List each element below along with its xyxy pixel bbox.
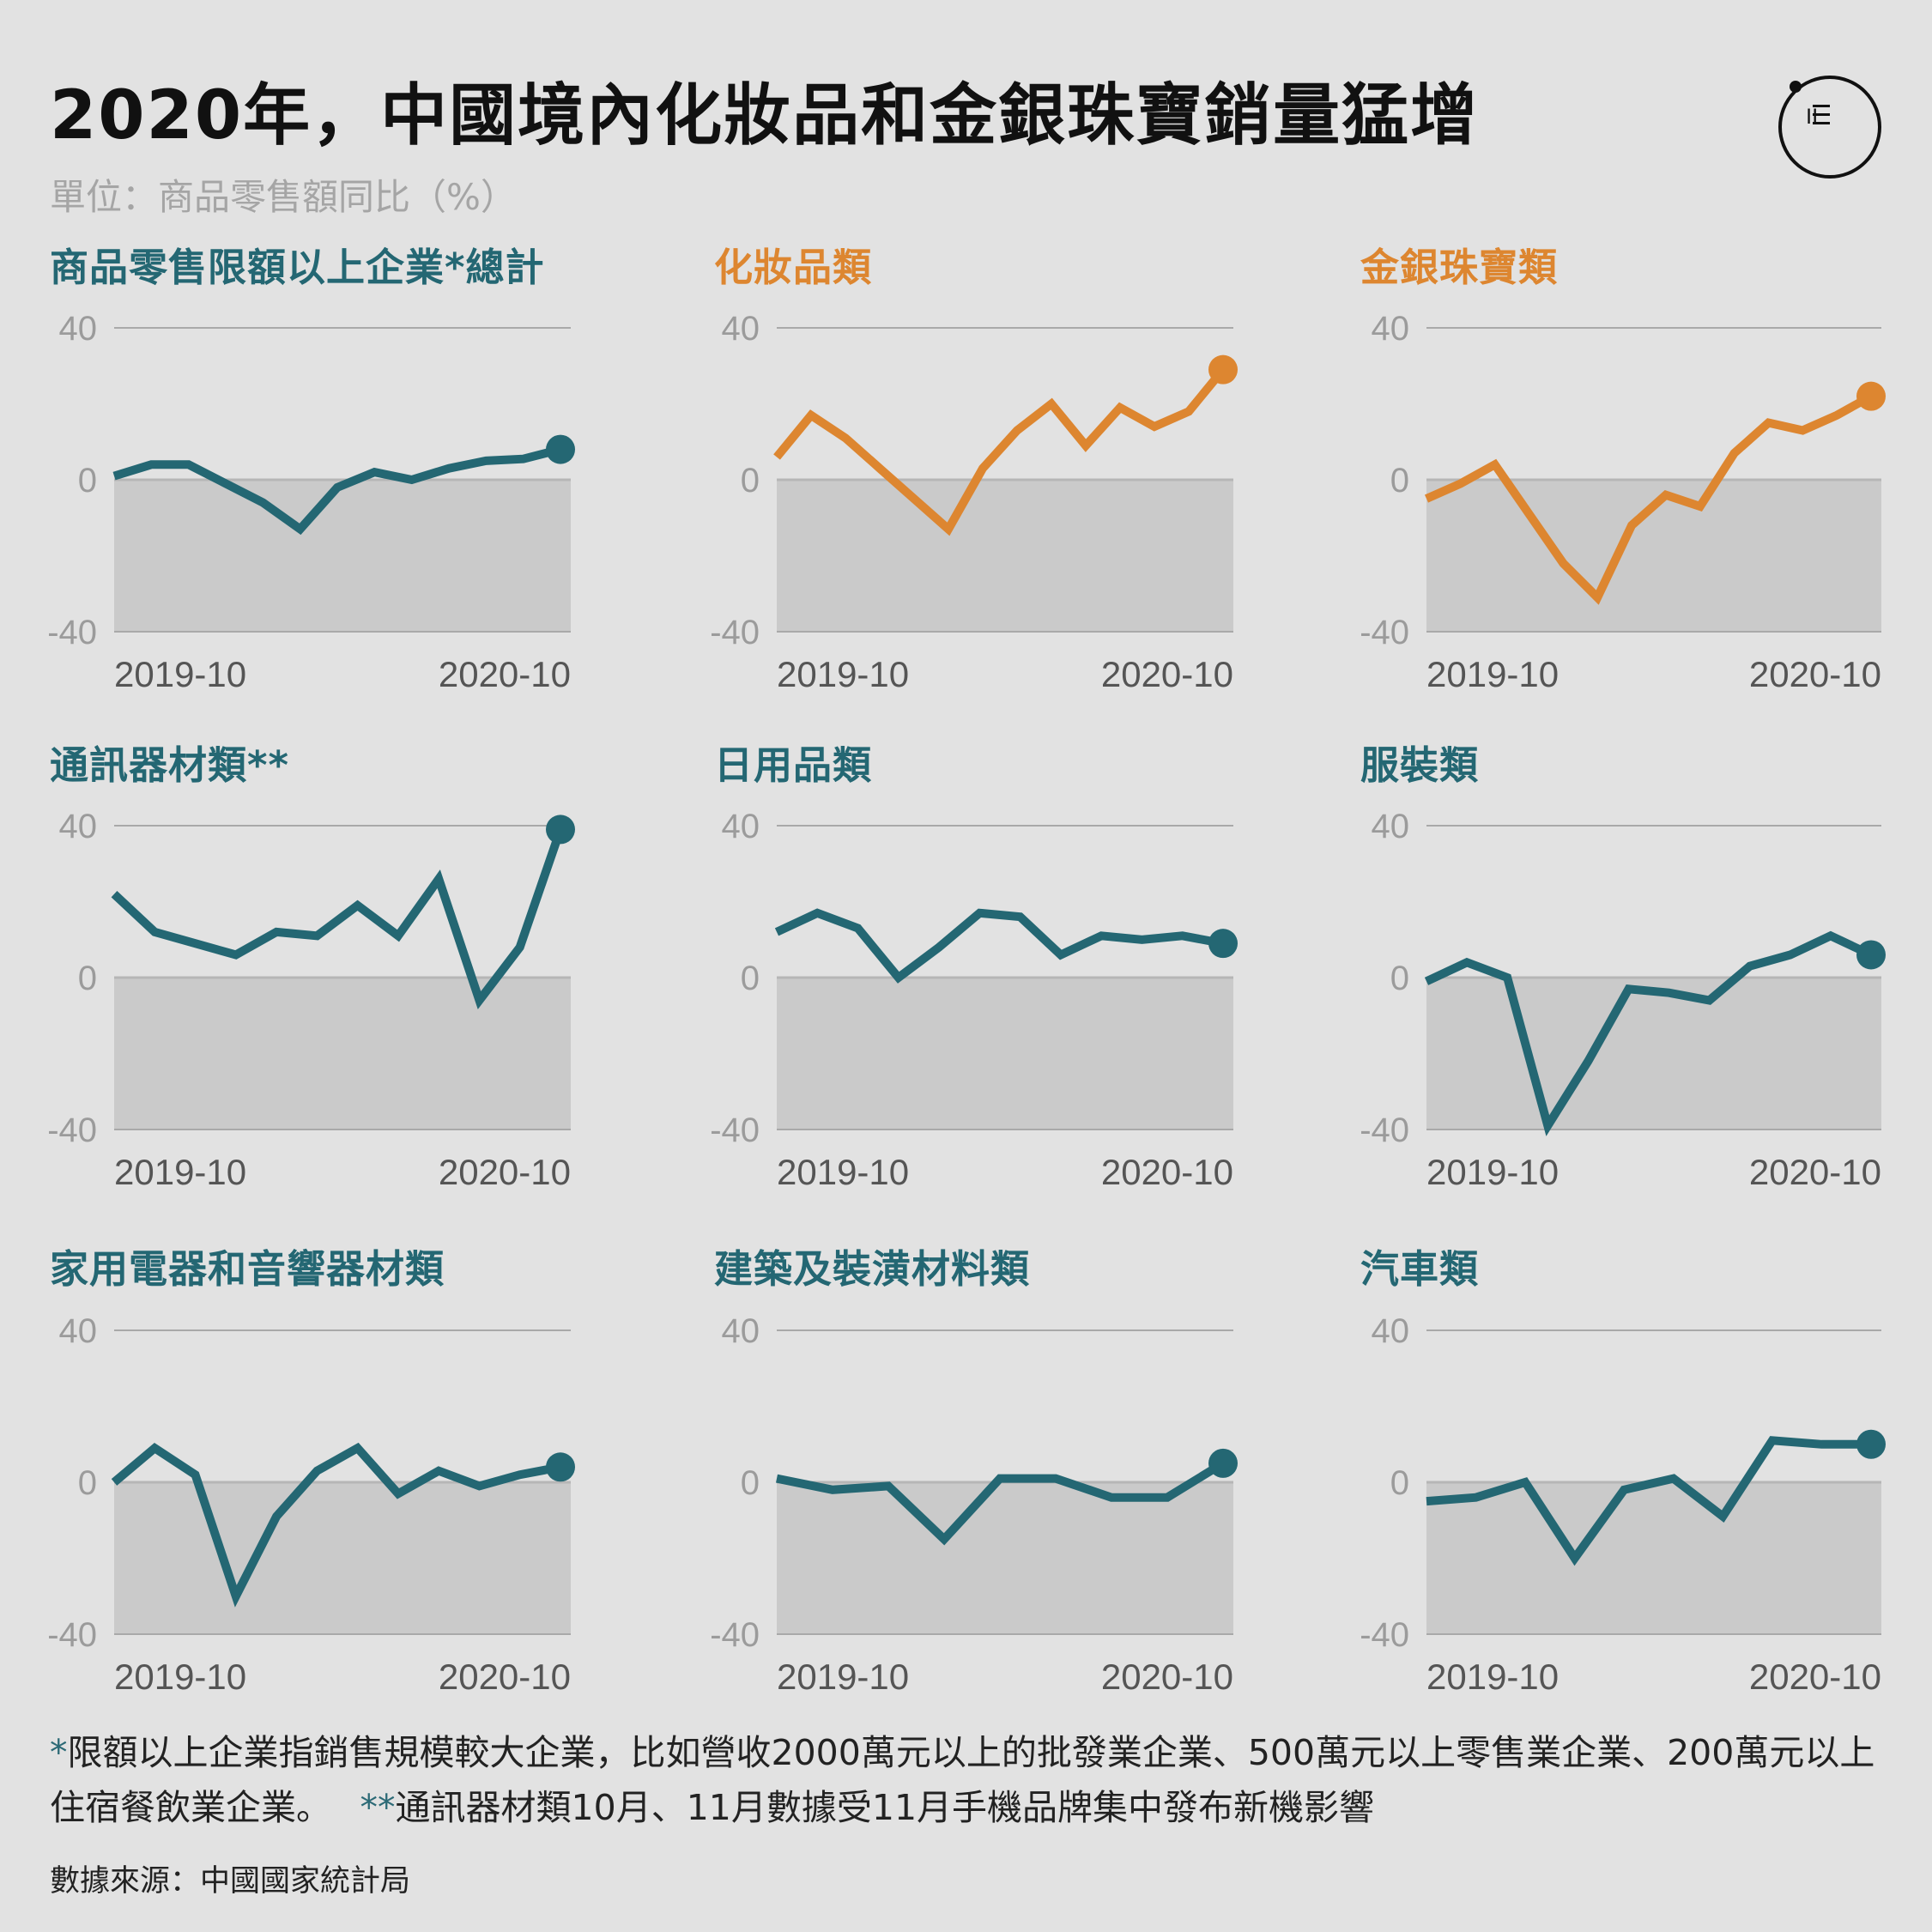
data-source: 數據來源：中國國家統計局 bbox=[50, 1864, 411, 1899]
y-tick-label: -40 bbox=[710, 1616, 760, 1654]
y-tick-label: 0 bbox=[741, 462, 760, 500]
x-tick-label: 2020-10 bbox=[439, 654, 571, 694]
y-tick-label: 40 bbox=[1372, 808, 1410, 845]
y-tick-label: -40 bbox=[1360, 614, 1409, 651]
end-point-marker bbox=[1208, 1448, 1238, 1478]
footnote: *限額以上企業指銷售規模較大企業，比如營收2000萬元以上的批發業企業、500萬… bbox=[50, 1725, 1904, 1835]
footnote-star: * bbox=[50, 1732, 68, 1773]
negative-area bbox=[1426, 978, 1881, 1130]
page-title: 2020年，中國境內化妝品和金銀珠寶銷量猛增 bbox=[50, 77, 1480, 154]
panel-title-building-materials: 建築及裝潢材料類 bbox=[714, 1246, 1031, 1292]
negative-area bbox=[114, 978, 571, 1130]
series-line bbox=[773, 366, 1226, 536]
small-multiples-chart: 40 0 -40 2019-10 2020-10 40 0 -40 2019-10 2020-10… bbox=[47, 310, 1886, 1697]
y-tick-label: 40 bbox=[1372, 310, 1410, 348]
end-point-marker bbox=[546, 1452, 575, 1482]
series-line bbox=[111, 827, 565, 1010]
y-tick-label: 0 bbox=[741, 960, 760, 997]
x-tick-label: 2019-10 bbox=[777, 654, 909, 694]
unit-subtitle: 單位：商品零售額同比（%） bbox=[50, 176, 517, 218]
y-tick-label: 0 bbox=[78, 462, 97, 500]
series-line bbox=[1424, 392, 1874, 605]
x-tick-label: 2020-10 bbox=[1101, 654, 1233, 694]
x-tick-label: 2020-10 bbox=[1101, 1656, 1233, 1697]
y-tick-label: -40 bbox=[710, 1111, 760, 1149]
panel-title-daily-goods: 日用品類 bbox=[714, 742, 873, 788]
footnote-text-1: 限額以上企業指銷售規模較大企業，比如營收2000萬元以上的批發業企業、500萬元… bbox=[50, 1732, 1875, 1828]
negative-area bbox=[777, 480, 1233, 632]
y-tick-label: 40 bbox=[59, 310, 98, 348]
x-tick-label: 2020-10 bbox=[439, 1656, 571, 1697]
series-line bbox=[776, 1459, 1226, 1546]
series-line bbox=[111, 1442, 561, 1608]
y-tick-label: 0 bbox=[1390, 1464, 1409, 1502]
panel-title-jewelry: 金銀珠寶類 bbox=[1360, 245, 1559, 290]
negative-area bbox=[777, 978, 1233, 1130]
panel-title-telecom: 通訊器材類** bbox=[50, 742, 290, 788]
x-tick-label: 2019-10 bbox=[114, 654, 246, 694]
y-tick-label: 40 bbox=[722, 808, 760, 845]
y-tick-label: 40 bbox=[1372, 1312, 1410, 1350]
initium-logo-icon: II bbox=[1778, 76, 1881, 179]
y-tick-label: 0 bbox=[1390, 462, 1409, 500]
y-tick-label: 0 bbox=[741, 1464, 760, 1502]
panel-title-cosmetics: 化妝品類 bbox=[714, 245, 873, 290]
x-tick-label: 2020-10 bbox=[1749, 1656, 1881, 1697]
y-tick-label: -40 bbox=[1360, 1616, 1409, 1654]
y-tick-label: 0 bbox=[78, 1464, 97, 1502]
y-tick-label: -40 bbox=[47, 614, 97, 651]
end-point-marker bbox=[1208, 354, 1238, 385]
end-point-marker bbox=[1856, 381, 1886, 411]
y-tick-label: 40 bbox=[722, 310, 760, 348]
x-tick-label: 2020-10 bbox=[439, 1152, 571, 1192]
end-point-marker bbox=[546, 815, 575, 845]
y-tick-label: 40 bbox=[59, 1312, 98, 1350]
y-tick-label: -40 bbox=[47, 1111, 97, 1149]
x-tick-label: 2019-10 bbox=[777, 1152, 909, 1192]
series-line bbox=[1426, 1436, 1871, 1566]
series-line bbox=[112, 445, 562, 536]
panel-title-clothing: 服裝類 bbox=[1360, 742, 1480, 788]
x-tick-label: 2020-10 bbox=[1101, 1152, 1233, 1192]
y-tick-label: 40 bbox=[722, 1312, 760, 1350]
negative-area bbox=[114, 480, 571, 632]
y-tick-label: -40 bbox=[1360, 1111, 1409, 1149]
negative-area bbox=[1426, 1482, 1881, 1634]
end-point-marker bbox=[1856, 940, 1886, 970]
y-tick-label: -40 bbox=[47, 1616, 97, 1654]
end-point-marker bbox=[1856, 1429, 1886, 1459]
end-point-marker bbox=[1208, 929, 1238, 959]
y-tick-label: 40 bbox=[59, 808, 98, 845]
x-tick-label: 2019-10 bbox=[114, 1656, 246, 1697]
panel-title-total-retail: 商品零售限額以上企業*總計 bbox=[50, 245, 545, 290]
negative-area bbox=[777, 1482, 1233, 1634]
x-tick-label: 2019-10 bbox=[1426, 1656, 1559, 1697]
y-tick-label: 0 bbox=[78, 960, 97, 997]
panel-title-appliances: 家用電器和音響器材類 bbox=[50, 1246, 445, 1292]
x-tick-label: 2019-10 bbox=[1426, 654, 1559, 694]
series-line bbox=[774, 908, 1224, 984]
series-line bbox=[1424, 930, 1874, 1136]
panel-title-automobiles: 汽車類 bbox=[1360, 1246, 1480, 1292]
y-tick-label: 0 bbox=[1390, 960, 1409, 997]
y-tick-label: -40 bbox=[710, 614, 760, 651]
x-tick-label: 2019-10 bbox=[1426, 1152, 1559, 1192]
x-tick-label: 2019-10 bbox=[114, 1152, 246, 1192]
x-tick-label: 2019-10 bbox=[777, 1656, 909, 1697]
x-tick-label: 2020-10 bbox=[1749, 1152, 1881, 1192]
x-tick-label: 2020-10 bbox=[1749, 654, 1881, 694]
negative-area bbox=[114, 1482, 571, 1634]
end-point-marker bbox=[546, 434, 575, 464]
footnote-text-2: 通訊器材類10月、11月數據受11月手機品牌集中發布新機影響 bbox=[395, 1787, 1375, 1828]
footnote-double-star: ** bbox=[360, 1787, 396, 1828]
